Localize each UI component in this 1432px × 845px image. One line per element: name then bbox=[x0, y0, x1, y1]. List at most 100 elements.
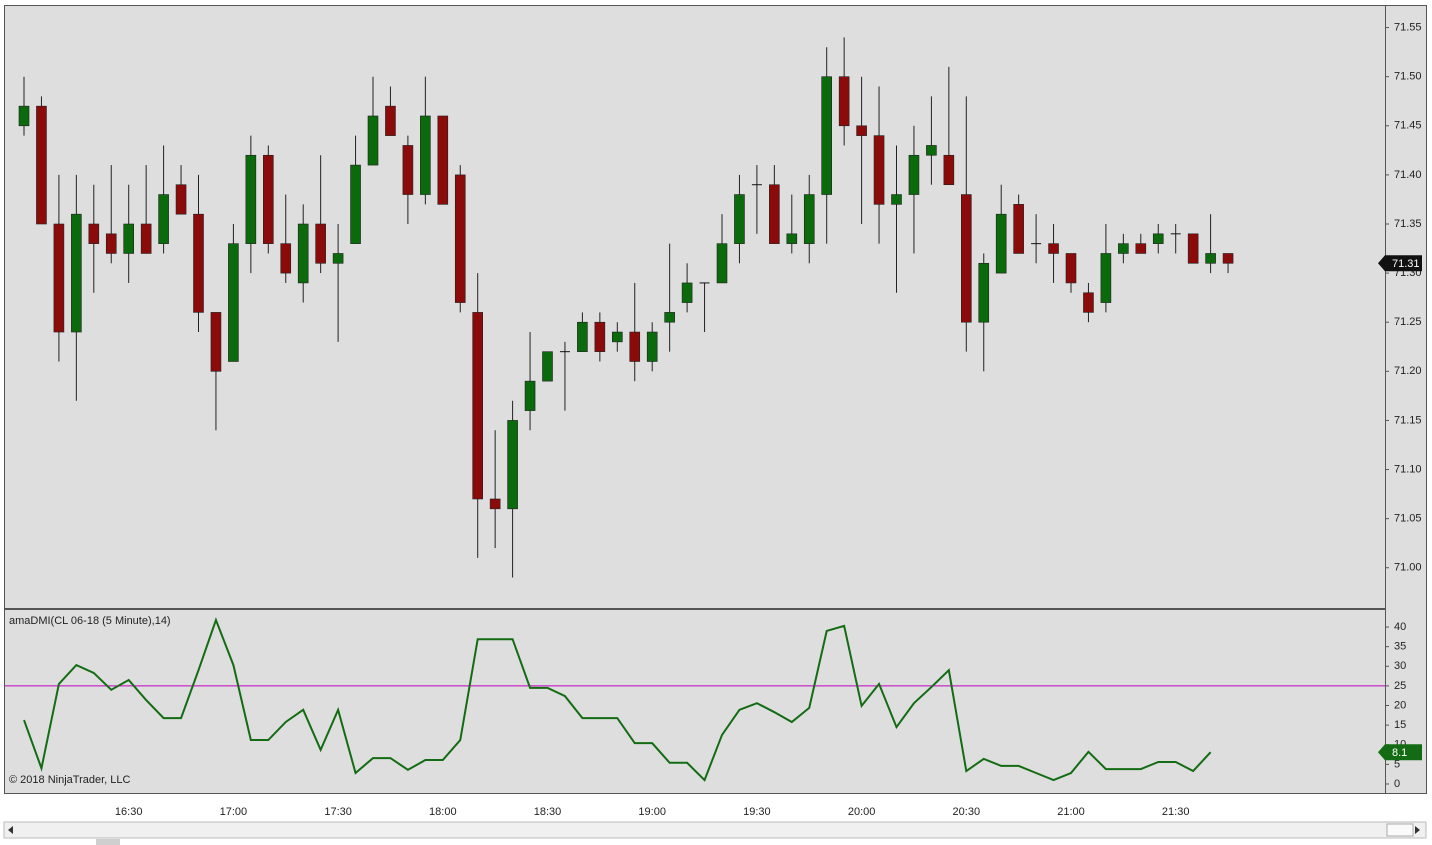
candle-body bbox=[769, 184, 780, 244]
y-axis-area bbox=[1385, 5, 1427, 794]
x-tick-label: 18:00 bbox=[429, 806, 457, 818]
candle-body bbox=[420, 115, 431, 195]
value-marker bbox=[1378, 744, 1422, 761]
candle-body bbox=[123, 223, 134, 254]
value-marker bbox=[1378, 255, 1422, 272]
candle-body bbox=[524, 380, 536, 411]
candle-body bbox=[926, 145, 937, 156]
x-tick-label: 20:00 bbox=[848, 806, 876, 818]
y-tick-label: 71.55 bbox=[1394, 21, 1422, 33]
candle-body bbox=[280, 243, 292, 274]
scroll-left[interactable] bbox=[8, 826, 13, 834]
y-tick-label: 71.25 bbox=[1394, 316, 1422, 328]
y-tick-label: 71.40 bbox=[1394, 169, 1422, 181]
candle-body bbox=[1205, 253, 1216, 264]
candle-body bbox=[437, 115, 449, 205]
candle-body bbox=[908, 154, 920, 195]
candle-body bbox=[891, 194, 902, 205]
y-tick-label: 71.20 bbox=[1394, 365, 1422, 377]
candle-body bbox=[1187, 233, 1199, 264]
candle-body bbox=[716, 243, 728, 284]
candle-body bbox=[53, 223, 65, 333]
y-tick-label: 71.05 bbox=[1394, 513, 1422, 525]
y-tick-label: 71.45 bbox=[1394, 120, 1422, 132]
x-tick-label: 21:30 bbox=[1162, 806, 1190, 818]
x-tick-label: 17:00 bbox=[220, 806, 248, 818]
candle-body bbox=[402, 145, 414, 195]
candle-body bbox=[210, 312, 222, 372]
x-tick-label: 21:00 bbox=[1057, 806, 1085, 818]
y-tick-label: 40 bbox=[1394, 621, 1406, 633]
copyright: © 2018 NinjaTrader, LLC bbox=[9, 774, 130, 786]
scroll-right[interactable] bbox=[1415, 826, 1420, 834]
candle-body bbox=[71, 213, 82, 333]
candle-body bbox=[36, 105, 47, 225]
x-tick-label: 19:30 bbox=[743, 806, 771, 818]
candle-body bbox=[873, 135, 885, 205]
candle-body bbox=[1118, 243, 1129, 254]
candle-body bbox=[821, 76, 833, 195]
candle-body bbox=[856, 125, 867, 136]
candle-body bbox=[367, 115, 379, 166]
tab[interactable] bbox=[96, 839, 120, 845]
candle-body bbox=[960, 194, 972, 323]
candle-body bbox=[577, 321, 588, 352]
candle-body bbox=[542, 351, 553, 382]
x-tick-label: 20:30 bbox=[953, 806, 981, 818]
candle-body bbox=[734, 194, 745, 244]
candle-body bbox=[1083, 292, 1094, 313]
x-tick-label: 17:30 bbox=[324, 806, 352, 818]
candle-body bbox=[594, 321, 606, 352]
candle-body bbox=[193, 213, 204, 313]
price-panel bbox=[4, 5, 1386, 609]
candle-body bbox=[297, 223, 309, 284]
x-tick-label: 19:00 bbox=[638, 806, 666, 818]
y-tick-label: 25 bbox=[1394, 680, 1406, 692]
candle-body bbox=[245, 154, 257, 244]
candle-body bbox=[664, 312, 675, 323]
y-tick-label: 0 bbox=[1394, 778, 1400, 790]
candle-body bbox=[1013, 204, 1024, 254]
candle-body bbox=[611, 331, 623, 343]
candle-body bbox=[1048, 243, 1059, 254]
candle-body bbox=[1065, 253, 1077, 284]
candle-body bbox=[332, 253, 344, 264]
indicator-line bbox=[23, 617, 1212, 782]
candle-body bbox=[786, 233, 798, 244]
candle-body bbox=[507, 420, 518, 510]
candle-body bbox=[803, 194, 815, 244]
candle-body bbox=[454, 174, 466, 303]
candle-body bbox=[1100, 253, 1112, 303]
scrollbar[interactable] bbox=[3, 821, 1427, 839]
candle-body bbox=[140, 223, 152, 254]
tab[interactable] bbox=[22, 839, 96, 845]
candle-body bbox=[646, 331, 658, 362]
indicator-panel bbox=[4, 609, 1386, 794]
candle-body bbox=[315, 223, 326, 264]
candle-body bbox=[978, 262, 990, 323]
candle-body bbox=[18, 105, 30, 127]
candle-body bbox=[262, 154, 274, 244]
y-tick-label: 71.10 bbox=[1394, 463, 1422, 475]
candle-body bbox=[489, 498, 501, 510]
y-tick-label: 71.35 bbox=[1394, 218, 1422, 230]
y-tick-label: 30 bbox=[1394, 660, 1406, 672]
y-tick-label: 71.15 bbox=[1394, 414, 1422, 426]
x-tick-label: 18:30 bbox=[534, 806, 562, 818]
x-tick-label: 16:30 bbox=[115, 806, 143, 818]
candle-body bbox=[943, 154, 955, 186]
candle-body bbox=[350, 164, 361, 244]
candle-body bbox=[88, 223, 100, 244]
indicator-title: amaDMI(CL 06-18 (5 Minute),14) bbox=[9, 615, 171, 627]
candle-body bbox=[385, 105, 396, 136]
y-tick-label: 35 bbox=[1394, 641, 1406, 653]
value-marker-label: 71.31 bbox=[1392, 258, 1420, 270]
y-tick-label: 5 bbox=[1394, 758, 1400, 770]
candle-body bbox=[105, 233, 117, 254]
candle-body bbox=[228, 243, 239, 362]
scroll-thumb[interactable] bbox=[1386, 823, 1414, 837]
y-tick-label: 71.50 bbox=[1394, 71, 1422, 83]
y-tick-label: 71.00 bbox=[1394, 562, 1422, 574]
